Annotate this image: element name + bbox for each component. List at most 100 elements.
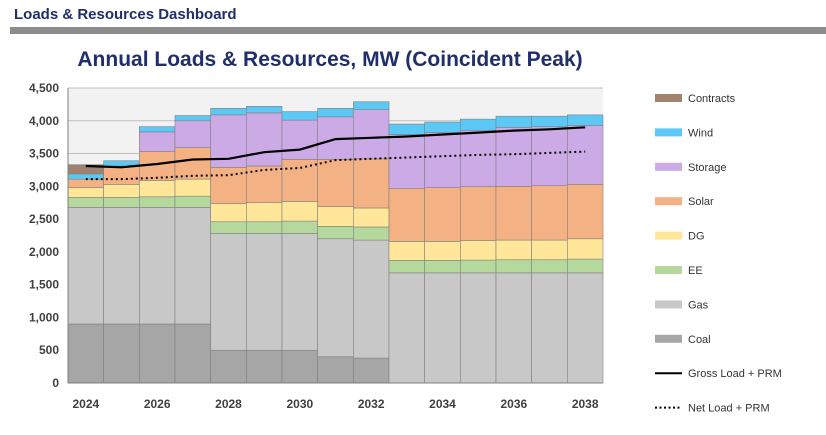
bar-solar-2032 (353, 158, 390, 209)
bar-wind-2026 (139, 126, 176, 133)
bar-wind-2033 (388, 123, 425, 135)
bar-wind-2036 (495, 115, 532, 128)
bar-gas-2028 (210, 233, 247, 351)
bar-ee-2036 (495, 259, 532, 274)
bar-dg-2029 (246, 202, 283, 223)
legend-swatch-contracts (655, 94, 682, 102)
bar-dg-2037 (531, 239, 568, 261)
bar-coal-2025 (103, 323, 140, 384)
bar-dg-2034 (424, 241, 461, 261)
legend-swatch-wind (655, 128, 682, 137)
legend-label-contracts: Contracts (688, 93, 736, 105)
legend-swatch-solar (655, 197, 682, 206)
bar-gas-2038 (567, 272, 604, 384)
bar-gas-2036 (495, 272, 532, 384)
bar-dg-2031 (317, 206, 354, 227)
bar-storage-2033 (388, 134, 425, 189)
bar-wind-2032 (353, 101, 390, 110)
y-tick-label: 2,500 (29, 212, 59, 226)
bar-ee-2030 (281, 220, 318, 234)
bar-coal-2030 (281, 349, 318, 384)
bar-gas-2027 (174, 207, 211, 325)
bar-gas-2034 (424, 272, 461, 384)
bar-dg-2038 (567, 238, 604, 260)
bar-dg-2028 (210, 203, 247, 223)
bar-wind-2037 (531, 115, 568, 127)
bar-ee-2035 (460, 259, 497, 274)
x-tick-label: 2038 (572, 397, 599, 411)
bar-wind-2035 (460, 118, 497, 131)
y-tick-label: 2,000 (29, 245, 59, 259)
bar-storage-2026 (139, 131, 176, 152)
legend-label-gas: Gas (688, 299, 709, 311)
legend-label-solar: Solar (688, 196, 714, 208)
bar-solar-2034 (424, 187, 461, 242)
bar-gas-2029 (246, 233, 283, 351)
bar-gas-2032 (353, 239, 390, 359)
legend-swatch-coal (655, 334, 682, 343)
bar-storage-2034 (424, 132, 461, 188)
y-tick-label: 4,500 (29, 81, 59, 95)
bar-gas-2026 (139, 207, 176, 325)
header-divider (10, 27, 826, 34)
x-tick-label: 2030 (286, 397, 313, 411)
bar-coal-2026 (139, 323, 176, 384)
bar-solar-2030 (281, 159, 318, 202)
bar-ee-2032 (353, 226, 390, 241)
bar-solar-2028 (210, 167, 247, 204)
bar-coal-2024 (67, 323, 104, 384)
legend-swatch-gas (655, 300, 682, 309)
bar-coal-2032 (353, 357, 390, 384)
bar-dg-2036 (495, 239, 532, 261)
legend-label-net-load-prm: Net Load + PRM (688, 403, 770, 415)
bar-dg-2026 (139, 180, 176, 198)
legend-label-gross-load-prm: Gross Load + PRM (688, 368, 782, 380)
x-tick-label: 2032 (358, 397, 385, 411)
bar-coal-2029 (246, 349, 283, 384)
bar-solar-2024 (67, 178, 104, 188)
bar-solar-2033 (388, 188, 425, 242)
bar-storage-2035 (460, 129, 497, 187)
net-load-line (85, 150, 586, 181)
legend-label-dg: DG (688, 231, 705, 243)
legend-label-storage: Storage (688, 162, 727, 174)
bar-ee-2024 (67, 197, 104, 208)
x-tick-label: 2036 (500, 397, 527, 411)
bar-gas-2031 (317, 238, 354, 358)
bar-wind-2034 (424, 121, 461, 133)
bar-ee-2037 (531, 259, 568, 274)
bar-storage-2037 (531, 126, 568, 186)
bar-dg-2032 (353, 207, 390, 228)
bar-solar-2025 (103, 165, 140, 185)
legend: Contracts Wind Storage Solar DG EE Gas Coal Gros… (655, 93, 782, 415)
y-tick-label: 0 (52, 376, 59, 390)
bar-wind-2038 (567, 114, 604, 126)
bar-gas-2035 (460, 272, 497, 384)
bar-gas-2030 (281, 233, 318, 351)
y-tick-label: 3,000 (29, 179, 59, 193)
bar-storage-2029 (246, 112, 283, 167)
bar-coal-2028 (210, 349, 247, 384)
y-tick-label: 1,000 (29, 310, 59, 324)
y-tick-label: 500 (39, 343, 59, 357)
y-tick-label: 1,500 (29, 278, 59, 292)
bar-gas-2025 (103, 207, 140, 325)
y-tick-label: 3,500 (29, 147, 59, 161)
bar-storage-2038 (567, 125, 604, 185)
bar-solar-2035 (460, 186, 497, 241)
legend-label-coal: Coal (688, 334, 711, 346)
bar-ee-2025 (103, 197, 140, 208)
x-tick-label: 2028 (215, 397, 242, 411)
legend-swatch-storage (655, 162, 682, 171)
gross-load-line (85, 126, 586, 169)
bar-dg-2030 (281, 201, 318, 222)
x-tick-label: 2026 (144, 397, 171, 411)
legend-label-ee: EE (688, 265, 703, 277)
bar-solar-2031 (317, 159, 354, 207)
bar-ee-2028 (210, 221, 247, 234)
y-tick-label: 4,000 (29, 114, 59, 128)
bar-storage-2032 (353, 109, 390, 160)
bar-dg-2033 (388, 241, 425, 261)
bar-solar-2038 (567, 184, 604, 240)
